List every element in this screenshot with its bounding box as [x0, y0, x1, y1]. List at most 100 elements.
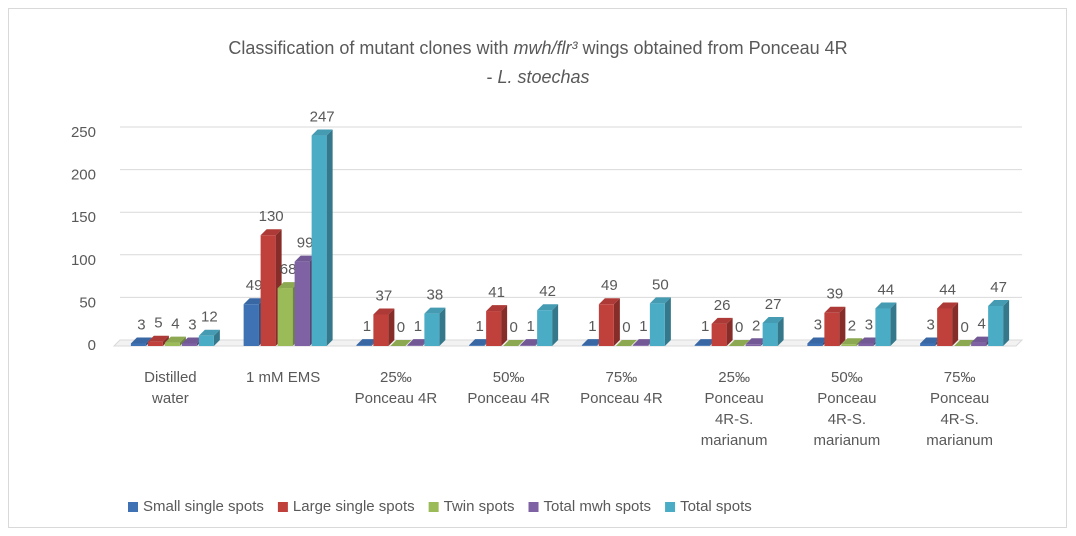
bar: [469, 345, 485, 346]
bar: [164, 342, 180, 346]
x-tick-label: 25‰: [718, 369, 750, 386]
bar-top: [632, 339, 654, 346]
y-tick-label: 0: [88, 337, 96, 354]
legend-label: Large single spots: [293, 498, 415, 515]
bar-top: [711, 317, 733, 324]
bar-top: [243, 298, 265, 305]
value-label: 1: [639, 318, 647, 335]
bar-side: [952, 302, 959, 346]
bar-top: [728, 340, 750, 346]
bar: [407, 345, 423, 346]
value-label: 99: [297, 235, 314, 252]
legend-swatch: [528, 502, 539, 512]
legend-swatch: [428, 502, 439, 512]
bar-side: [890, 302, 897, 346]
bar: [486, 311, 502, 346]
bar-top: [311, 129, 333, 136]
value-label: 4: [977, 316, 985, 333]
bar-top: [198, 329, 220, 336]
y-tick-label: 150: [71, 209, 96, 226]
value-label: 68: [280, 261, 297, 278]
value-label: 3: [865, 316, 873, 333]
value-label: 47: [990, 279, 1007, 296]
bar-top: [424, 307, 446, 314]
bar: [537, 310, 553, 346]
bar-top: [694, 339, 716, 346]
bar-side: [552, 304, 559, 346]
x-tick-label: 4R-S.: [828, 411, 866, 428]
bar-side: [664, 297, 671, 346]
bar-top: [390, 340, 412, 346]
value-label: 49: [246, 277, 263, 294]
value-label: 49: [601, 277, 618, 294]
bar-top: [537, 304, 559, 311]
bar: [762, 322, 778, 346]
value-label: 3: [137, 316, 145, 333]
bar-top: [807, 337, 829, 344]
bar: [971, 342, 987, 346]
value-label: 0: [509, 319, 517, 336]
x-tick-label: marianum: [701, 432, 768, 449]
y-tick-label: 50: [79, 294, 96, 311]
bar: [807, 343, 823, 346]
bar-top: [824, 306, 846, 313]
x-tick-label: 4R-S.: [940, 411, 978, 428]
bar-side: [1003, 299, 1010, 346]
value-label: 12: [201, 309, 218, 326]
value-label: 50: [652, 276, 669, 293]
bar: [824, 312, 840, 346]
legend-label: Small single spots: [143, 498, 264, 515]
value-label: 1: [414, 318, 422, 335]
bar: [841, 344, 857, 346]
x-tick-label: Ponceau: [705, 390, 764, 407]
bar: [649, 303, 665, 346]
bar-top: [971, 336, 993, 343]
bar: [988, 305, 1004, 346]
chart-title: Classification of mutant clones with mwh…: [228, 38, 847, 58]
value-label: 26: [714, 297, 731, 314]
x-tick-label: Ponceau: [817, 390, 876, 407]
value-label: 27: [765, 296, 782, 313]
bar-top: [181, 337, 203, 344]
bar-top: [954, 340, 976, 346]
bar-side: [388, 308, 395, 346]
bar-top: [598, 298, 620, 305]
value-label: 2: [752, 317, 760, 334]
bar-side: [326, 129, 333, 346]
bar: [920, 343, 936, 346]
x-tick-label: marianum: [814, 432, 881, 449]
bar: [598, 304, 614, 346]
x-tick-label: 50‰: [493, 369, 525, 386]
x-tick-label: Ponceau 4R: [355, 390, 438, 407]
bar-top: [503, 340, 525, 346]
chart-title: - L. stoechas: [486, 67, 589, 87]
value-label: 2: [848, 317, 856, 334]
bar: [424, 313, 440, 346]
bar-top: [294, 255, 316, 262]
bar-side: [777, 316, 784, 346]
bar-top: [277, 282, 299, 289]
value-label: 39: [827, 286, 844, 303]
bar: [181, 343, 197, 346]
value-label: 5: [154, 315, 162, 332]
title-part: wings obtained from Ponceau 4R: [577, 38, 847, 58]
chart-frame: [8, 8, 1067, 528]
bar: [581, 345, 597, 346]
bar-side: [726, 317, 733, 346]
bar-top: [407, 339, 429, 346]
bar-top: [373, 308, 395, 315]
value-label: 1: [363, 318, 371, 335]
bar-top: [615, 340, 637, 346]
value-label: 44: [878, 281, 895, 298]
legend-swatch: [128, 502, 138, 512]
x-tick-label: Ponceau 4R: [580, 390, 663, 407]
value-label: 42: [539, 283, 556, 300]
value-label: 1: [701, 318, 709, 335]
value-label: 44: [939, 281, 956, 298]
bar-top: [920, 337, 942, 344]
legend-label: Twin spots: [444, 498, 515, 515]
value-label: 1: [526, 318, 534, 335]
x-tick-label: 25‰: [380, 369, 412, 386]
bar: [745, 344, 761, 346]
